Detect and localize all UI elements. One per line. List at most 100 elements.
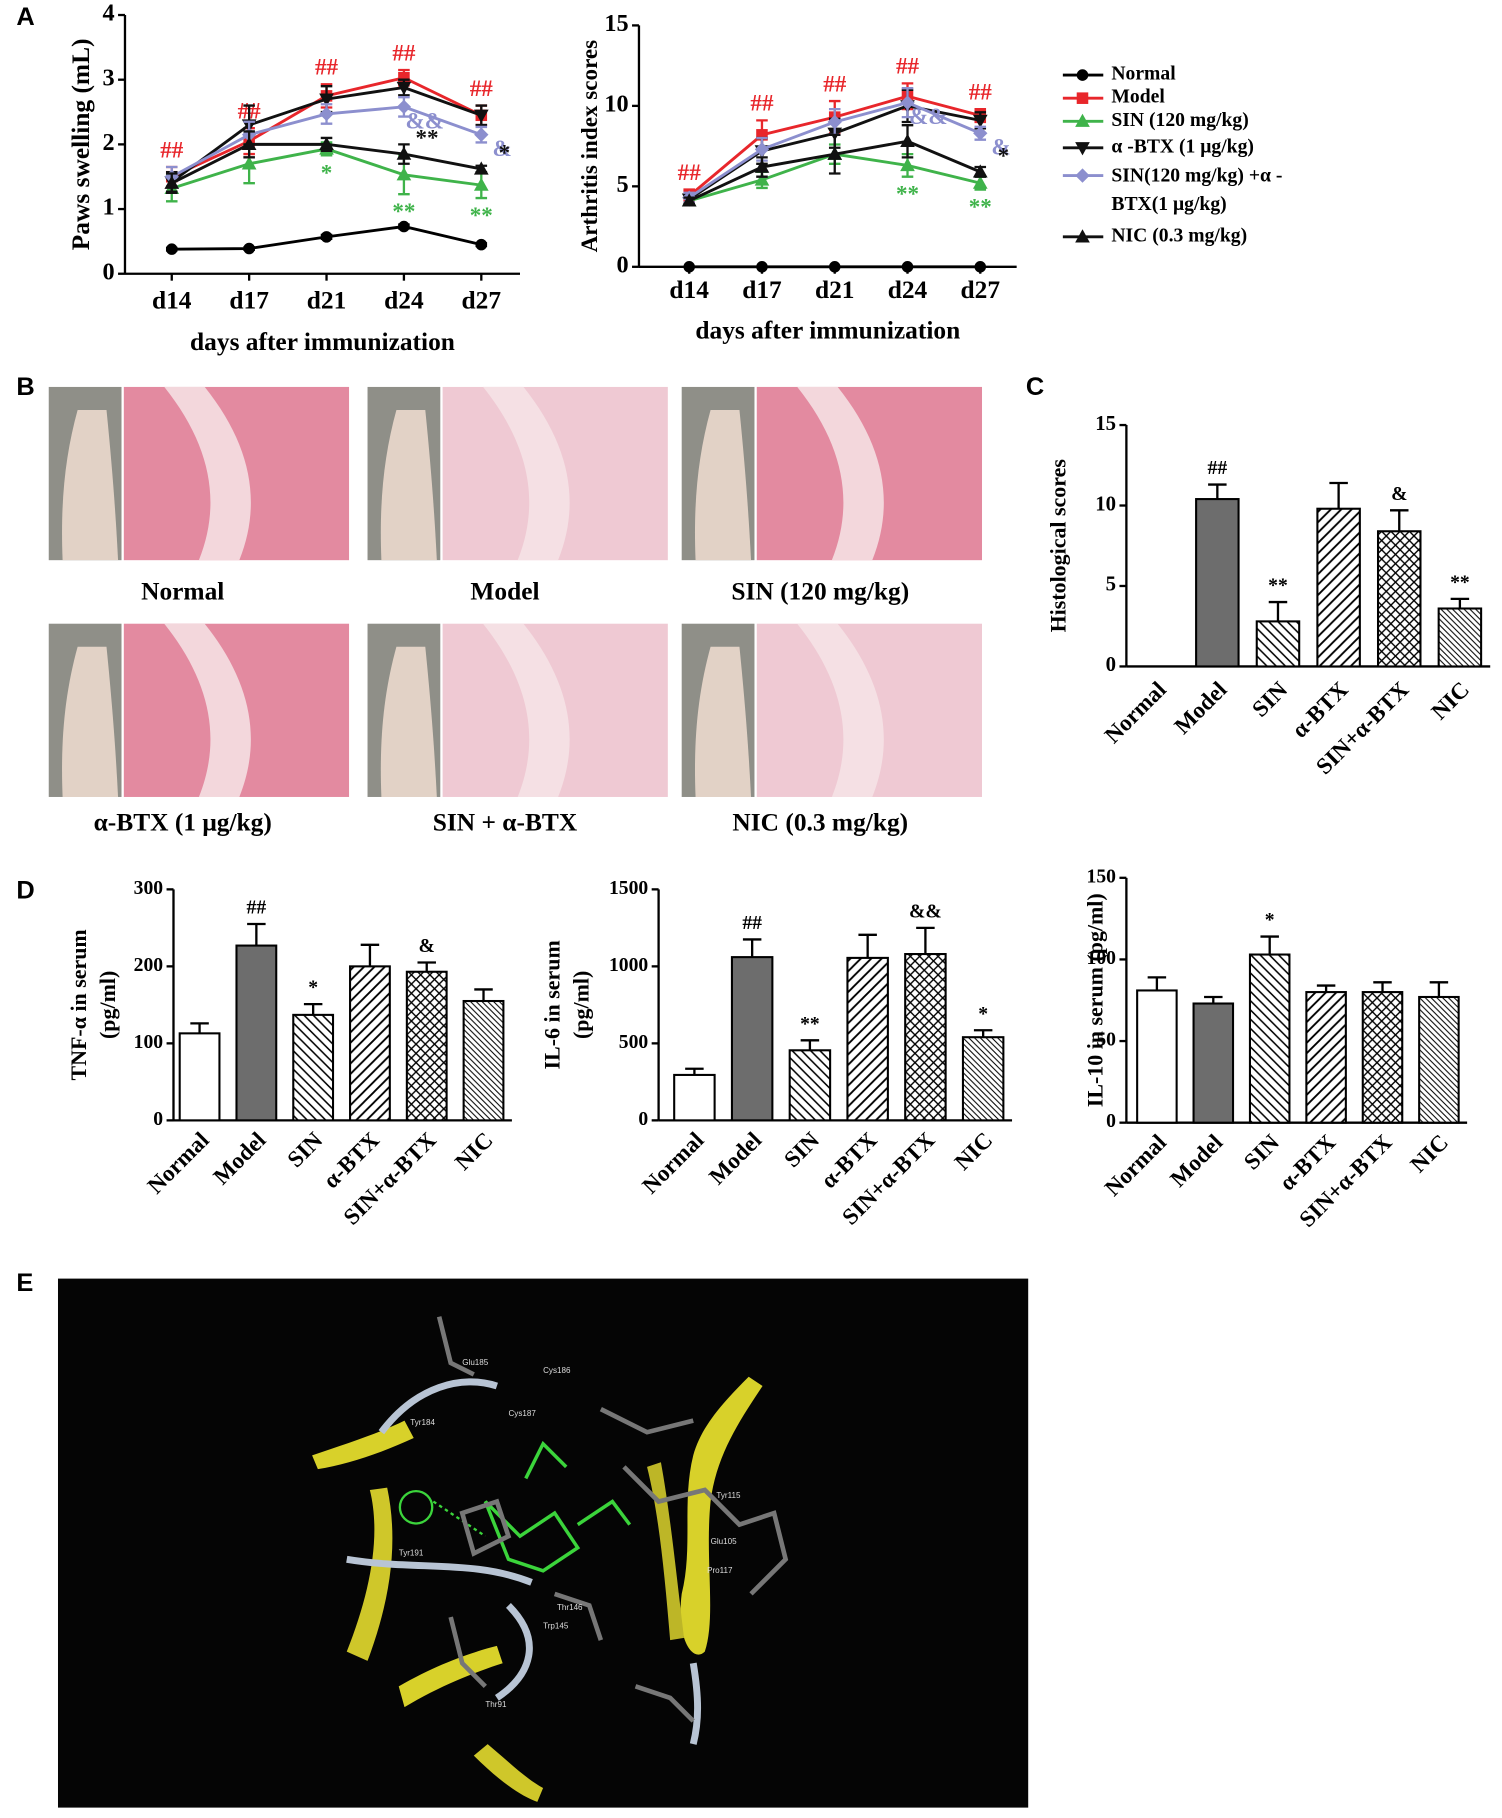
error-bar (1390, 509, 1409, 532)
y-tick-label: 1000 (609, 955, 648, 976)
data-point (972, 164, 988, 178)
panel-label: C (1026, 373, 1044, 401)
x-tick-label: d24 (384, 286, 424, 314)
x-tick-label: NIC (1426, 676, 1474, 724)
significance-mark: ## (823, 70, 847, 96)
data-point (473, 161, 489, 175)
y-tick-label: 0 (1106, 1111, 1116, 1132)
data-point (900, 157, 915, 172)
data-point (754, 159, 770, 173)
significance-mark: && (405, 107, 443, 133)
x-tick-label: NIC (449, 1127, 497, 1175)
y-tick-label: 1500 (609, 878, 648, 899)
data-point (901, 261, 914, 273)
x-tick-label: Normal (1099, 1128, 1171, 1200)
error-bar (1329, 481, 1348, 509)
y-axis-title: (pg/ml) (95, 971, 120, 1039)
residue-label: Pro117 (707, 1566, 733, 1575)
y-tick-label: 5 (1106, 573, 1116, 596)
residue-label: Thr146 (557, 1603, 583, 1612)
significance-mark: ## (315, 54, 339, 80)
y-tick-label: 1 (102, 194, 114, 221)
significance-mark: & (1391, 484, 1407, 505)
legend-marker (1075, 113, 1090, 127)
error-bar (360, 943, 380, 967)
y-tick-label: 150 (1087, 866, 1117, 887)
bar (1248, 953, 1291, 1124)
significance-mark: ## (742, 913, 762, 934)
bar (673, 1073, 716, 1122)
data-point (973, 126, 988, 141)
error-bar (1373, 981, 1392, 993)
legend-label: Model (1111, 87, 1165, 108)
significance-mark: ** (415, 125, 438, 151)
x-tick-label: NIC (949, 1127, 997, 1175)
error-bar (1316, 984, 1336, 993)
significance-mark: ** (800, 1014, 820, 1035)
data-point (972, 114, 988, 128)
error-bar (190, 1022, 209, 1034)
x-tick-label: SIN (282, 1126, 328, 1172)
significance-mark: ** (1268, 576, 1288, 597)
error-bar (858, 933, 877, 958)
data-point (396, 167, 412, 181)
data-point (756, 261, 768, 273)
significance-mark: ## (1208, 458, 1228, 479)
bar (961, 1036, 1005, 1122)
data-point (241, 156, 257, 170)
y-tick-label: 100 (1087, 948, 1117, 969)
data-point (827, 114, 842, 130)
error-bar (474, 988, 493, 1002)
bar (462, 999, 505, 1122)
significance-mark: * (1265, 910, 1275, 931)
paw (62, 410, 119, 561)
legend-marker (1075, 168, 1090, 183)
bar (292, 1013, 335, 1122)
data-point (972, 175, 988, 189)
histology-band (483, 623, 570, 797)
data-point (164, 175, 180, 189)
significance-mark: & (991, 134, 1010, 160)
panel-label: D (16, 876, 34, 904)
data-point (398, 220, 410, 233)
error-bar (1147, 976, 1167, 991)
photo-caption: SIN (120 mg/kg) (731, 578, 909, 606)
x-tick-label: d14 (669, 276, 709, 304)
x-tick-label: Normal (637, 1126, 709, 1198)
residue-label: Trp145 (543, 1621, 569, 1630)
photo-caption: Normal (141, 578, 224, 606)
legend-label: SIN (120 mg/kg) (1111, 110, 1248, 131)
histology-band (797, 386, 884, 561)
legend-label: SIN(120 mg/kg) +α -BTX(1 μg/kg) (1111, 164, 1282, 215)
y-tick-label: 300 (134, 878, 164, 899)
significance-mark: ## (392, 39, 416, 65)
significance-mark: & (492, 135, 511, 161)
significance-mark: ** (1450, 572, 1470, 593)
photo-caption: SIN + α-BTX (433, 809, 578, 837)
x-tick-label: Normal (1099, 676, 1171, 748)
paw (380, 410, 437, 561)
y-tick-label: 100 (134, 1032, 164, 1053)
x-tick-label: Model (208, 1126, 271, 1189)
x-tick-label: Model (1165, 1128, 1228, 1191)
data-point (828, 261, 841, 273)
significance-mark: ## (470, 75, 494, 101)
photo-caption: NIC (0.3 mg/kg) (732, 809, 908, 837)
bar (904, 953, 947, 1122)
error-bar (417, 961, 436, 972)
y-tick-label: 4 (102, 0, 114, 27)
bar (730, 956, 774, 1122)
error-bar (247, 922, 266, 946)
significance-mark: ** (392, 198, 415, 224)
error-bar (1260, 935, 1279, 955)
significance-mark: * (321, 159, 333, 185)
x-axis-title: days after immunization (190, 328, 455, 356)
y-tick-label: 10 (1095, 492, 1116, 515)
data-point (681, 193, 697, 207)
data-point (319, 93, 334, 107)
error-bar (973, 1029, 993, 1038)
error-bar (1268, 600, 1288, 622)
significance-mark: ** (969, 193, 992, 219)
